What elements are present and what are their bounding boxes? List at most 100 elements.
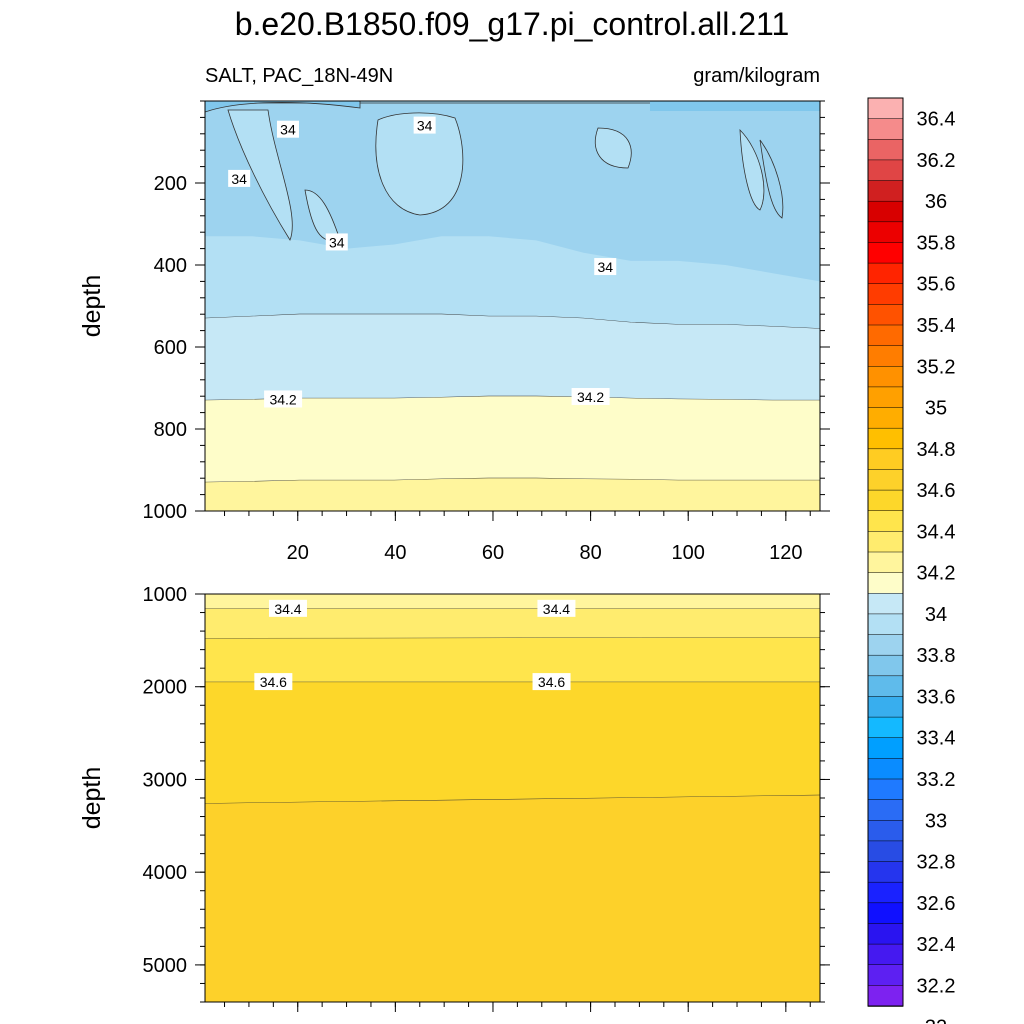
colorbar-swatch xyxy=(867,510,904,533)
contour-label: 34 xyxy=(231,171,247,187)
colorbar-swatch xyxy=(867,902,904,925)
colorbar-swatch xyxy=(867,489,904,512)
colorbar-swatch xyxy=(867,448,904,471)
colorbar-label: 32.4 xyxy=(917,934,956,956)
colorbar-swatch xyxy=(867,139,904,161)
colorbar-label: 35.4 xyxy=(917,315,956,337)
colorbar-label: 36 xyxy=(925,191,947,213)
contour-label: 34 xyxy=(280,122,296,138)
colorbar-label: 34 xyxy=(925,604,947,626)
y-tick-label: 600 xyxy=(154,337,187,359)
colorbar-frame xyxy=(867,97,904,1007)
units-label: gram/kilogram xyxy=(693,65,820,87)
contour-label: 34.2 xyxy=(577,389,604,405)
colorbar-swatch xyxy=(867,758,904,780)
contour-band-34.6 xyxy=(205,682,820,804)
contour-label: 34.4 xyxy=(543,601,570,617)
y-tick-label: 200 xyxy=(154,173,187,195)
contour-label: 34.2 xyxy=(269,391,296,407)
contour-label-box xyxy=(254,673,293,691)
colorbar-label: 34.2 xyxy=(917,563,956,585)
colorbar-swatch xyxy=(867,386,904,409)
colorbar-swatch xyxy=(867,324,904,347)
variable-region-label: SALT, PAC_18N-49N xyxy=(205,65,393,87)
colorbar-swatch xyxy=(867,778,904,801)
colorbar-swatch xyxy=(867,675,904,698)
colorbar-swatch xyxy=(867,200,904,223)
contour-label-box xyxy=(571,388,610,406)
colorbar-swatch xyxy=(867,613,904,636)
x-tick-label: 20 xyxy=(287,542,309,564)
contour-band-34.7 xyxy=(205,795,820,1002)
contour-label: 34 xyxy=(329,234,345,250)
contour-label-box xyxy=(532,673,571,691)
contour-band-34.3 xyxy=(205,478,820,511)
y-tick-label: 400 xyxy=(154,255,187,277)
contour-label: 34 xyxy=(597,259,613,275)
colorbar: 36.4 36.2 36 35.8 35.6 35.4 35.2 35 34.8 34.6 34.4… xyxy=(867,97,956,1024)
y-tick-label: 4000 xyxy=(143,862,188,884)
contour-label-box xyxy=(325,233,348,251)
colorbar-swatch xyxy=(867,283,904,306)
y-tick-label: 800 xyxy=(154,419,187,441)
contour-pocket xyxy=(375,112,464,216)
colorbar-label: 34.6 xyxy=(917,480,956,502)
x-tick-label: 120 xyxy=(769,542,802,564)
contour-pocket xyxy=(759,139,784,219)
colorbar-label: 34.4 xyxy=(917,521,956,543)
contour-label: 34 xyxy=(417,118,433,134)
colorbar-label: 33.2 xyxy=(917,769,956,791)
lower-depth-panel: 1000 2000 3000 4000 5000 depth 34.4 34.4 34.6 34.… xyxy=(78,584,830,1012)
colorbar-label: 34.8 xyxy=(917,439,956,461)
contour-label-box xyxy=(268,599,307,617)
contour-pocket xyxy=(650,101,820,111)
colorbar-swatch xyxy=(867,634,904,656)
colorbar-swatch xyxy=(867,221,904,244)
colorbar-swatch xyxy=(867,407,904,429)
colorbar-label: 32.2 xyxy=(917,975,956,997)
contour-label-box xyxy=(413,116,436,134)
colorbar-swatch xyxy=(867,943,904,966)
contour-band-34 xyxy=(205,236,820,329)
contour-band-34.5 xyxy=(205,637,820,683)
colorbar-swatch xyxy=(867,716,904,739)
colorbar-swatch xyxy=(867,97,904,120)
y-tick-label: 5000 xyxy=(143,955,188,977)
colorbar-label: 32 xyxy=(925,1017,947,1024)
colorbar-swatch xyxy=(867,118,904,141)
colorbar-swatch xyxy=(867,820,904,842)
colorbar-label: 36.2 xyxy=(917,150,956,172)
colorbar-swatch xyxy=(867,964,904,987)
contour-label: 34.4 xyxy=(274,601,301,617)
contour-label-box xyxy=(594,258,617,276)
y-tick-label: 3000 xyxy=(143,769,188,791)
y-axis-label: depth xyxy=(78,767,106,830)
colorbar-swatch xyxy=(867,180,904,202)
contour-label-box xyxy=(228,169,251,187)
colorbar-swatch xyxy=(867,304,904,326)
colorbar-label: 33.8 xyxy=(917,645,956,667)
colorbar-label: 36.4 xyxy=(917,109,956,131)
contour-label: 34.6 xyxy=(538,674,565,690)
colorbar-swatch xyxy=(867,799,904,822)
contour-band-34.4 xyxy=(205,608,820,639)
colorbar-swatch xyxy=(867,159,904,182)
colorbar-label: 35.8 xyxy=(917,232,956,254)
colorbar-swatch xyxy=(867,469,904,491)
colorbar-label: 33.4 xyxy=(917,728,956,750)
contour-band-34.2 xyxy=(205,396,820,483)
contour-pocket xyxy=(739,128,765,211)
colorbar-label: 35 xyxy=(925,398,947,420)
colorbar-swatch xyxy=(867,242,904,264)
colorbar-swatch xyxy=(867,427,904,450)
contour-pocket xyxy=(227,109,293,241)
colorbar-label: 32.6 xyxy=(917,893,956,915)
colorbar-label: 35.2 xyxy=(917,356,956,378)
colorbar-swatch xyxy=(867,531,904,553)
contour-label-box xyxy=(537,599,576,617)
colorbar-swatch xyxy=(867,923,904,945)
contour-pocket xyxy=(594,127,632,169)
colorbar-label: 32.8 xyxy=(917,852,956,874)
colorbar-swatch xyxy=(867,696,904,718)
colorbar-swatch xyxy=(867,345,904,368)
